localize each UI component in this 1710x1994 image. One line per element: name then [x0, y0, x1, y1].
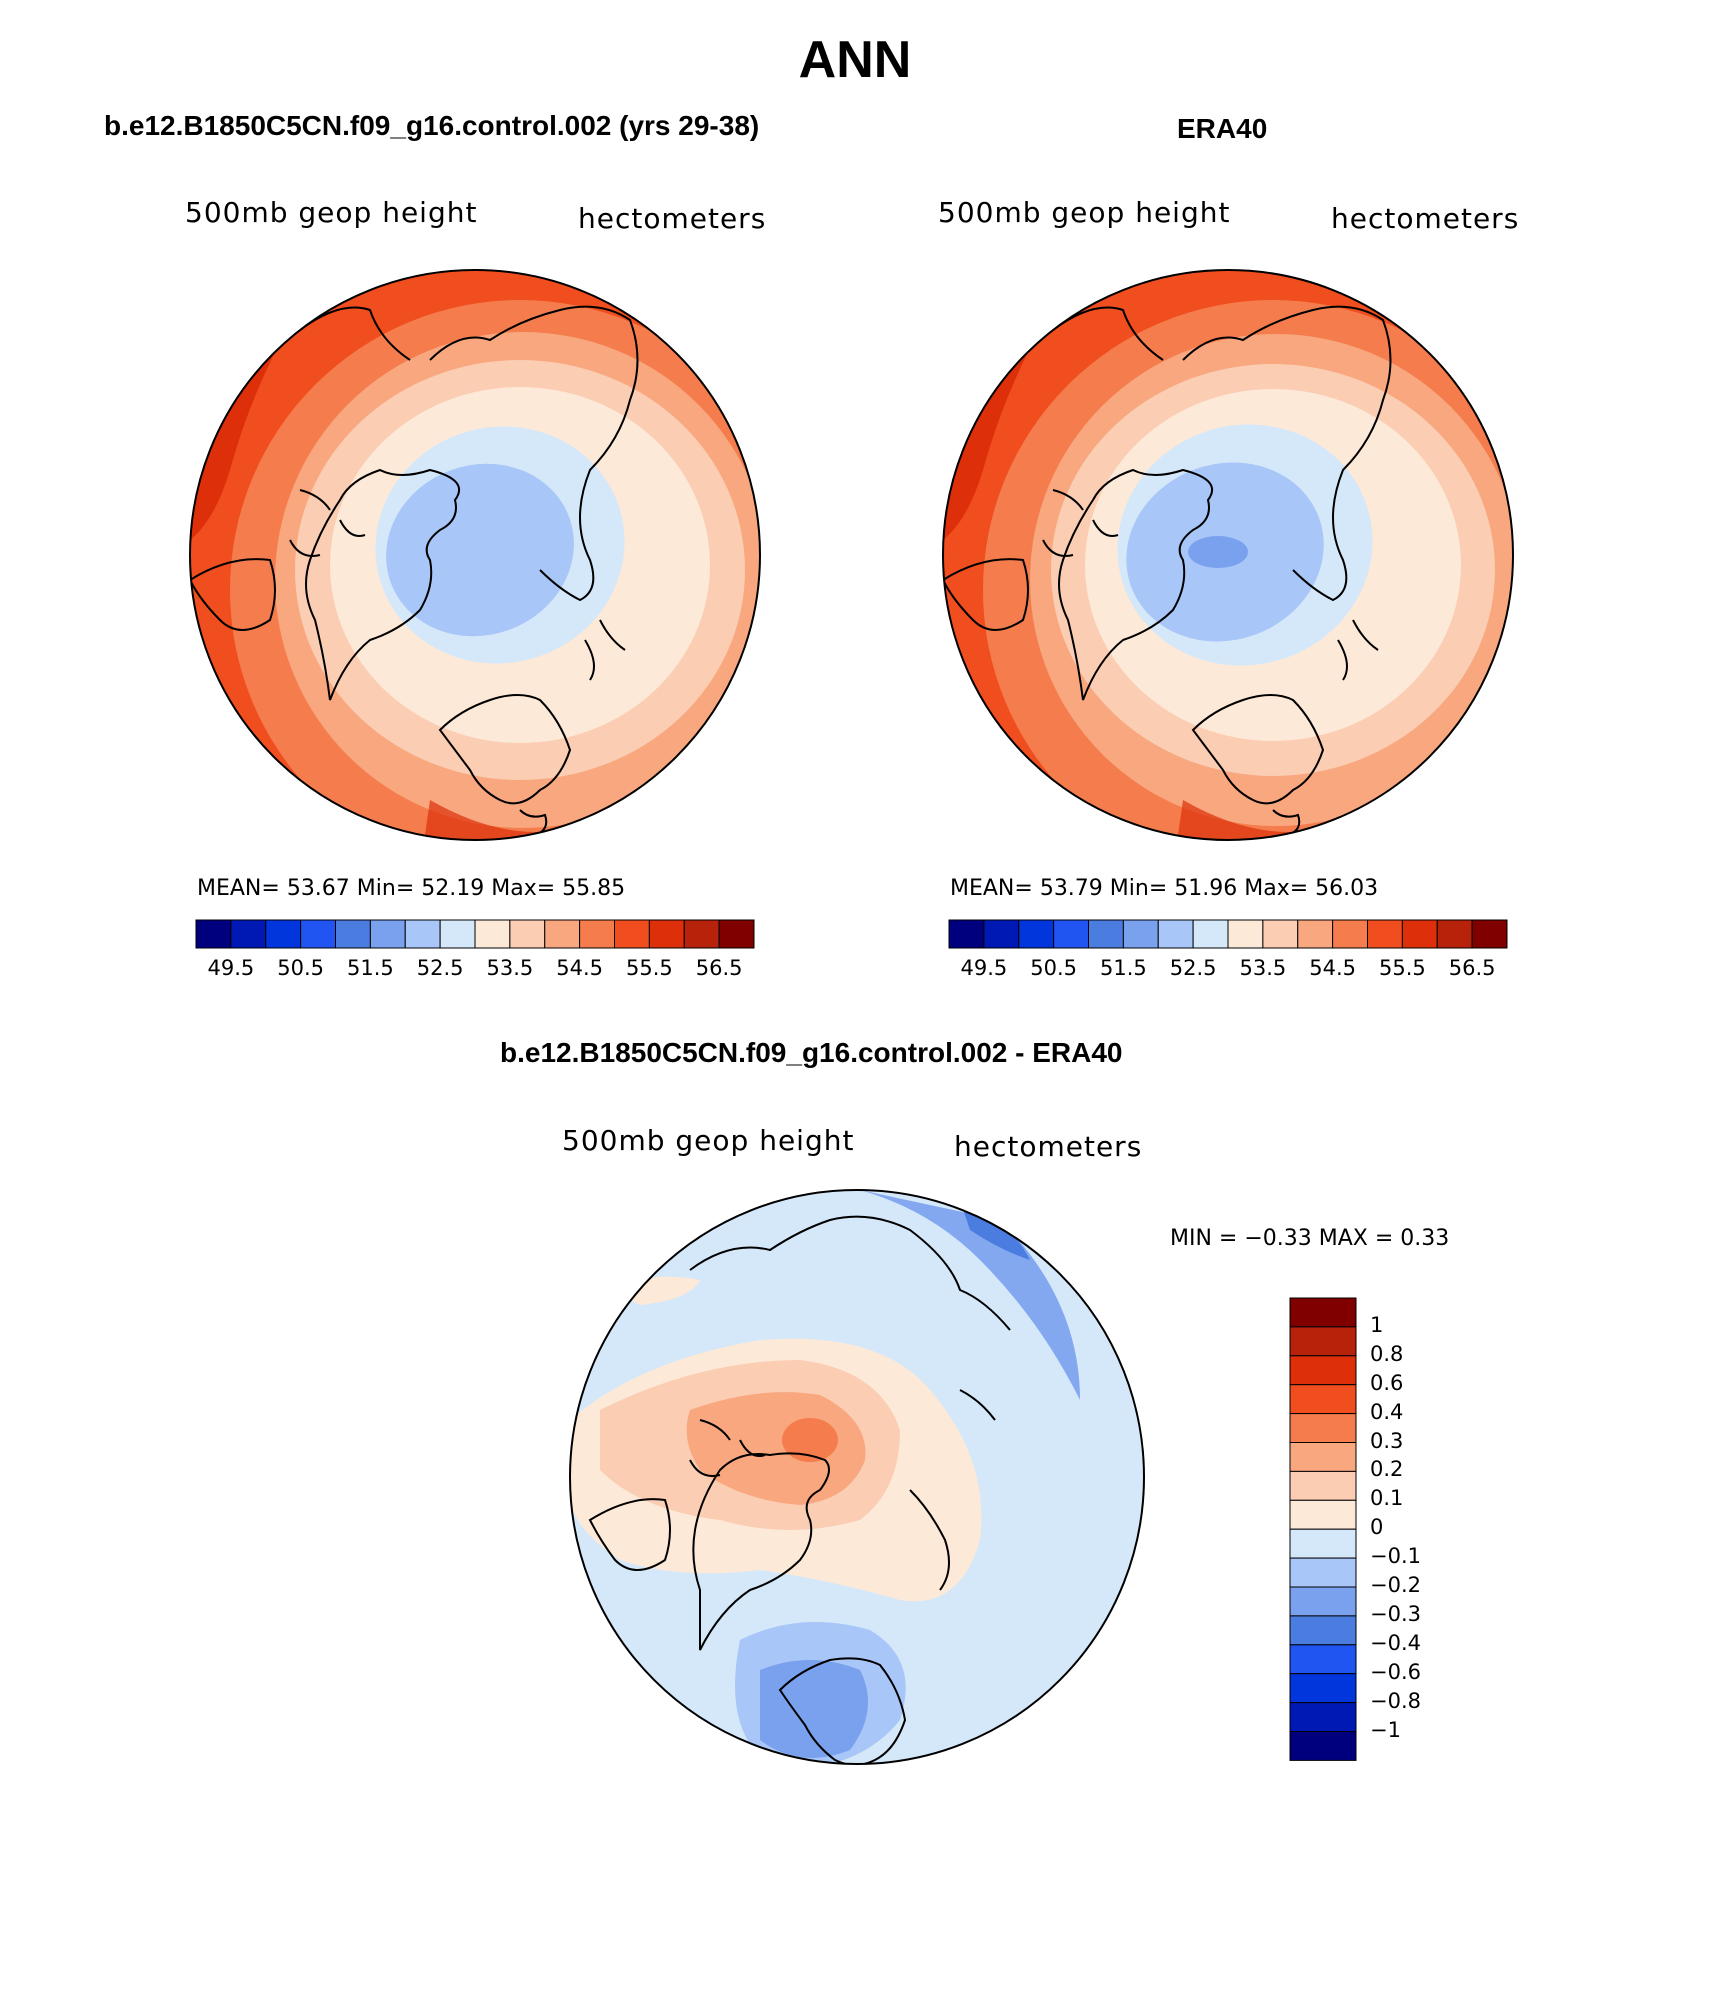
- colorbar-swatch: [265, 919, 302, 949]
- colorbar-tick-label: 56.5: [695, 956, 743, 980]
- colorbar-swatch: [1289, 1326, 1357, 1357]
- colorbar-tick-label: 54.5: [1309, 956, 1357, 980]
- colorbar-tick-label: −0.1: [1370, 1544, 1421, 1569]
- colorbar-swatch: [1018, 919, 1055, 949]
- colorbar-tick-label: 0: [1370, 1515, 1384, 1540]
- colorbar-swatch: [230, 919, 267, 949]
- colorbar-tick-label: 55.5: [1378, 956, 1426, 980]
- colorbar-tick-label: 52.5: [416, 956, 464, 980]
- colorbar-swatch: [1289, 1528, 1357, 1559]
- colorbar-swatch: [1227, 919, 1264, 949]
- colorbar-swatch: [1289, 1615, 1357, 1646]
- colorbar-tick-label: 53.5: [1239, 956, 1287, 980]
- colorbar-swatch: [195, 919, 232, 949]
- colorbar-swatch: [718, 919, 755, 949]
- obs-polar-map: [942, 269, 1514, 841]
- colorbar-swatch: [335, 919, 371, 949]
- colorbar-swatch: [1332, 919, 1368, 949]
- colorbar-tick-label: 0.6: [1370, 1370, 1404, 1395]
- diff-colorbar: [1289, 1297, 1357, 1761]
- colorbar-swatch: [948, 919, 985, 949]
- colorbar-swatch: [683, 919, 720, 949]
- model-stats: MEAN= 53.67 Min= 52.19 Max= 55.85: [197, 876, 626, 901]
- colorbar-tick-label: 55.5: [625, 956, 673, 980]
- colorbar-swatch: [1289, 1470, 1357, 1501]
- diff-subtitle: b.e12.B1850C5CN.f09_g16.control.002 - ER…: [500, 1037, 1123, 1068]
- colorbar-tick-label: 1: [1370, 1312, 1384, 1337]
- colorbar-tick-label: −0.2: [1370, 1573, 1421, 1597]
- colorbar-swatch: [1289, 1702, 1357, 1732]
- colorbar-tick-label: 0.3: [1370, 1428, 1404, 1453]
- colorbar-tick-label: 49.5: [960, 956, 1008, 980]
- obs-variable-label: 500mb geop height: [938, 196, 1231, 229]
- colorbar-tick-label: 49.5: [207, 956, 255, 980]
- colorbar-swatch: [1289, 1644, 1357, 1675]
- model-variable-label: 500mb geop height: [185, 196, 478, 229]
- colorbar-swatch: [1157, 919, 1194, 949]
- colorbar-swatch: [1192, 919, 1229, 949]
- model-units-label: hectometers: [578, 202, 767, 235]
- colorbar-swatch: [1289, 1557, 1357, 1588]
- colorbar-swatch: [648, 919, 685, 949]
- colorbar-tick-label: −1: [1370, 1717, 1401, 1742]
- obs-colorbar: [948, 919, 1508, 949]
- colorbar-tick-label: −0.4: [1370, 1630, 1421, 1655]
- model-polar-map: [189, 269, 761, 841]
- colorbar-tick-label: 0.4: [1370, 1399, 1404, 1424]
- diff-variable-label: 500mb geop height: [562, 1124, 855, 1157]
- model-subtitle: b.e12.B1850C5CN.f09_g16.control.002 (yrs…: [104, 110, 760, 141]
- colorbar-swatch: [579, 919, 615, 949]
- colorbar-swatch: [509, 919, 546, 949]
- colorbar-tick-label: 54.5: [556, 956, 604, 980]
- colorbar-swatch: [1289, 1442, 1357, 1472]
- colorbar-swatch: [369, 919, 406, 949]
- colorbar-swatch: [439, 919, 476, 949]
- colorbar-swatch: [1289, 1499, 1357, 1530]
- colorbar-swatch: [1122, 919, 1159, 949]
- colorbar-swatch: [614, 919, 650, 949]
- obs-subtitle: ERA40: [1177, 113, 1268, 144]
- colorbar-tick-label: 0.8: [1370, 1341, 1404, 1366]
- colorbar-swatch: [1367, 919, 1403, 949]
- colorbar-swatch: [300, 919, 336, 949]
- colorbar-tick-label: 51.5: [1099, 956, 1147, 980]
- obs-stats: MEAN= 53.79 Min= 51.96 Max= 56.03: [950, 876, 1379, 901]
- colorbar-tick-label: −0.3: [1370, 1601, 1421, 1626]
- colorbar-swatch: [474, 919, 511, 949]
- colorbar-swatch: [1289, 1731, 1357, 1761]
- colorbar-tick-label: 52.5: [1169, 956, 1217, 980]
- colorbar-swatch: [1053, 919, 1089, 949]
- colorbar-tick-label: −0.6: [1370, 1659, 1421, 1684]
- colorbar-swatch: [1289, 1384, 1357, 1415]
- colorbar-swatch: [1088, 919, 1124, 949]
- colorbar-swatch: [1289, 1297, 1357, 1328]
- obs-units-label: hectometers: [1331, 202, 1520, 235]
- model-colorbar: [195, 919, 755, 949]
- diff-polar-map: [569, 1189, 1145, 1765]
- colorbar-swatch: [1289, 1673, 1357, 1704]
- colorbar-tick-label: 0.1: [1370, 1486, 1404, 1511]
- colorbar-tick-label: 50.5: [1030, 956, 1078, 980]
- colorbar-tick-label: 53.5: [486, 956, 534, 980]
- page-title: ANN: [798, 31, 912, 89]
- colorbar-swatch: [1401, 919, 1438, 949]
- colorbar-swatch: [544, 919, 581, 949]
- colorbar-swatch: [1289, 1355, 1357, 1386]
- colorbar-swatch: [404, 919, 441, 949]
- colorbar-swatch: [1297, 919, 1334, 949]
- colorbar-swatch: [1471, 919, 1508, 949]
- colorbar-tick-label: 0.2: [1370, 1457, 1404, 1482]
- colorbar-tick-label: 51.5: [346, 956, 394, 980]
- colorbar-swatch: [1262, 919, 1299, 949]
- colorbar-swatch: [1436, 919, 1473, 949]
- colorbar-swatch: [1289, 1586, 1357, 1617]
- colorbar-tick-label: 50.5: [277, 956, 325, 980]
- colorbar-tick-label: 56.5: [1448, 956, 1496, 980]
- diff-units-label: hectometers: [954, 1130, 1143, 1163]
- colorbar-swatch: [983, 919, 1020, 949]
- diff-min-max: MIN = −0.33 MAX = 0.33: [1170, 1226, 1450, 1251]
- colorbar-swatch: [1289, 1413, 1357, 1443]
- colorbar-tick-label: −0.8: [1370, 1688, 1421, 1713]
